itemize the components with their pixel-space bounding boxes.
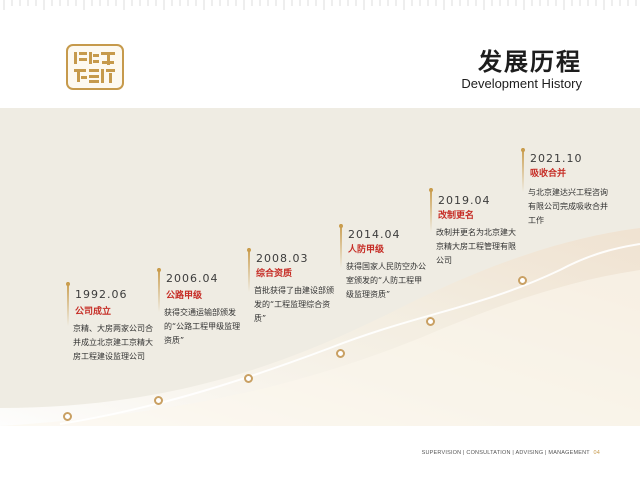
milestone-description: 改制并更名为北京建大京精大房工程管理有限公司 — [436, 228, 516, 265]
milestone-year: 1992.06 — [75, 288, 128, 301]
timeline-node — [336, 349, 345, 358]
top-ruler-decoration — [3, 0, 637, 10]
milestone-description: 京精、大房两家公司合并成立北京建工京精大房工程建设监理公司 — [73, 324, 153, 361]
milestone-event: 吸收合并 — [530, 169, 567, 179]
milestone-year: 2008.03 — [256, 252, 309, 265]
page-subtitle: Development History — [461, 76, 582, 91]
timeline-node — [244, 374, 253, 383]
milestone-stem — [66, 282, 70, 326]
timeline-node — [426, 317, 435, 326]
timeline-node — [63, 412, 72, 421]
milestone-description: 获得国家人民防空办公室颁发的“人防工程甲级监理资质” — [346, 262, 426, 299]
milestone-description: 与北京建达兴工程咨询有限公司完成吸收合并工作 — [528, 188, 608, 225]
growth-curve-decoration — [0, 228, 640, 426]
company-seal-logo — [66, 44, 124, 90]
milestone-event: 人防甲级 — [348, 245, 385, 255]
milestone-event: 综合资质 — [256, 269, 293, 279]
timeline-band — [0, 108, 640, 426]
milestone-description: 获得交通运输部颁发的“公路工程甲级监理资质” — [164, 308, 241, 345]
footer-services-text: SUPERVISION | CONSULTATION | ADVISING | … — [421, 450, 590, 456]
milestone-year: 2014.04 — [348, 228, 401, 241]
milestone-description: 首批获得了由建设部颁发的“工程监理综合资质” — [254, 286, 334, 323]
timeline-node — [154, 396, 163, 405]
milestone-stem — [521, 148, 525, 192]
milestone-event: 公路甲级 — [166, 291, 203, 301]
timeline-node — [518, 276, 527, 285]
milestone-stem — [339, 224, 343, 268]
milestone-stem — [247, 248, 251, 292]
milestone-event: 改制更名 — [438, 211, 475, 221]
milestone-stem — [429, 188, 433, 232]
page-title: 发展历程 — [478, 48, 582, 76]
milestone-year: 2021.10 — [530, 152, 583, 165]
seal-logo-icon — [74, 52, 115, 83]
milestone-year: 2019.04 — [438, 194, 491, 207]
footer-services: SUPERVISION | CONSULTATION | ADVISING | … — [422, 450, 600, 456]
milestone-year: 2006.04 — [166, 272, 219, 285]
page-number: 04 — [593, 450, 600, 456]
milestone-event: 公司成立 — [75, 307, 112, 317]
milestone-stem — [157, 268, 161, 312]
